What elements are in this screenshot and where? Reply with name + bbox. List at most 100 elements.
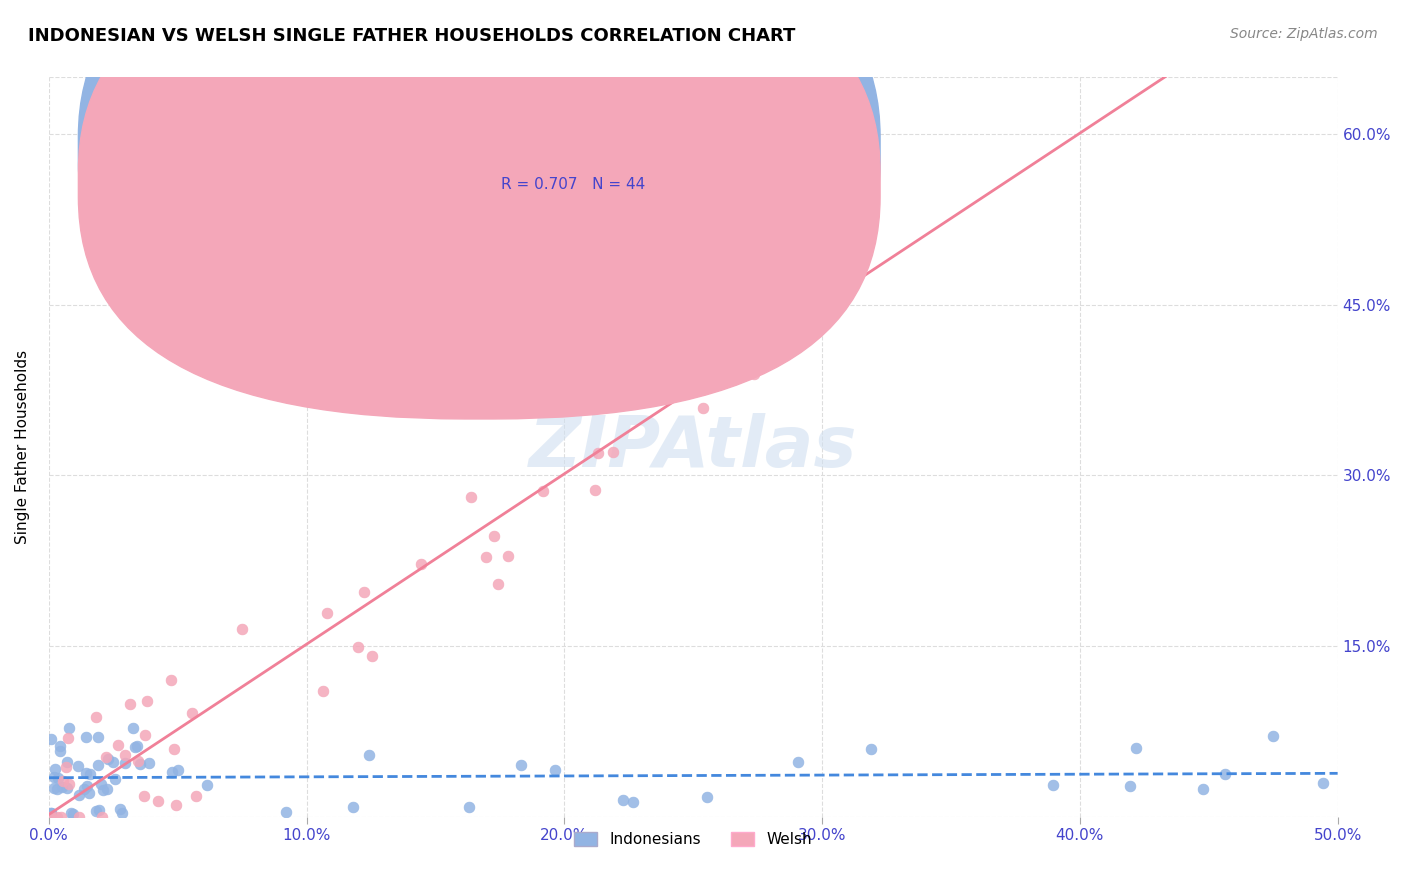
Indonesians (1042, 778, 1064, 792)
Welsh (862, 128, 884, 142)
Indonesians (89, 804, 111, 818)
Indonesians (114, 756, 136, 770)
Welsh (41, 810, 63, 824)
Indonesians (122, 721, 145, 735)
Welsh (94, 750, 117, 764)
Indonesians (75, 766, 97, 780)
Indonesians (75, 730, 97, 744)
Indonesians (1192, 782, 1215, 797)
Welsh (51, 810, 73, 824)
Indonesians (696, 789, 718, 804)
Indonesians (160, 764, 183, 779)
Indonesians (60, 806, 83, 821)
Indonesians (84, 804, 107, 818)
Welsh (114, 748, 136, 763)
Indonesians (1312, 776, 1334, 790)
Indonesians (128, 757, 150, 772)
Indonesians (96, 782, 118, 797)
Welsh (692, 401, 714, 416)
Indonesians (138, 756, 160, 771)
Welsh (742, 367, 765, 381)
Y-axis label: Single Father Households: Single Father Households (15, 350, 30, 544)
Welsh (474, 550, 496, 565)
Legend: Indonesians, Welsh: Indonesians, Welsh (568, 826, 818, 854)
Text: Source: ZipAtlas.com: Source: ZipAtlas.com (1230, 27, 1378, 41)
Indonesians (166, 763, 188, 777)
Indonesians (1213, 767, 1236, 781)
Indonesians (56, 780, 79, 795)
Indonesians (1125, 741, 1147, 756)
Welsh (316, 607, 339, 621)
Welsh (120, 698, 142, 712)
Welsh (163, 742, 186, 756)
Indonesians (91, 783, 114, 797)
Welsh (602, 445, 624, 459)
Indonesians (195, 778, 218, 792)
Indonesians (73, 781, 96, 796)
Welsh (107, 738, 129, 752)
Indonesians (1119, 779, 1142, 793)
Indonesians (41, 806, 63, 821)
Indonesians (49, 739, 72, 754)
Welsh (623, 352, 645, 367)
Indonesians (786, 756, 808, 770)
Welsh (90, 810, 112, 824)
Indonesians (1261, 729, 1284, 743)
Welsh (41, 810, 63, 824)
Indonesians (49, 744, 72, 758)
Indonesians (76, 779, 98, 793)
Text: ZIPAtlas: ZIPAtlas (529, 413, 858, 482)
Welsh (460, 490, 482, 504)
Indonesians (46, 771, 69, 785)
Text: INDONESIAN VS WELSH SINGLE FATHER HOUSEHOLDS CORRELATION CHART: INDONESIAN VS WELSH SINGLE FATHER HOUSEH… (28, 27, 796, 45)
Indonesians (86, 730, 108, 744)
Welsh (67, 810, 90, 824)
Welsh (586, 446, 609, 460)
Indonesians (42, 780, 65, 795)
FancyBboxPatch shape (79, 0, 880, 384)
Indonesians (125, 739, 148, 753)
Indonesians (67, 759, 90, 773)
FancyBboxPatch shape (441, 118, 751, 218)
Indonesians (41, 731, 63, 746)
Indonesians (51, 780, 73, 794)
Welsh (165, 798, 187, 813)
Indonesians (357, 748, 380, 763)
Indonesians (342, 800, 364, 814)
Indonesians (62, 807, 84, 822)
Indonesians (79, 767, 101, 781)
Welsh (482, 529, 505, 543)
Welsh (134, 728, 156, 742)
Indonesians (124, 740, 146, 755)
Welsh (353, 585, 375, 599)
Indonesians (108, 802, 131, 816)
Welsh (132, 789, 155, 803)
Indonesians (859, 742, 882, 756)
Indonesians (45, 782, 67, 797)
Welsh (347, 640, 370, 655)
Indonesians (41, 805, 63, 820)
Indonesians (67, 788, 90, 802)
Indonesians (621, 795, 644, 809)
Text: R = 0.229   N = 63: R = 0.229 N = 63 (501, 143, 645, 157)
Indonesians (58, 721, 80, 735)
Indonesians (103, 756, 125, 770)
Welsh (45, 810, 67, 824)
Indonesians (612, 793, 634, 807)
Welsh (361, 648, 384, 663)
Indonesians (544, 763, 567, 777)
Indonesians (458, 800, 481, 814)
Welsh (136, 694, 159, 708)
Indonesians (510, 758, 533, 772)
Welsh (184, 789, 207, 804)
Indonesians (89, 777, 111, 791)
Indonesians (42, 770, 65, 784)
Welsh (52, 774, 75, 789)
Welsh (160, 673, 183, 687)
Indonesians (55, 755, 77, 769)
Welsh (496, 549, 519, 564)
Indonesians (44, 763, 66, 777)
Welsh (56, 731, 79, 745)
Indonesians (97, 752, 120, 766)
Indonesians (77, 786, 100, 800)
